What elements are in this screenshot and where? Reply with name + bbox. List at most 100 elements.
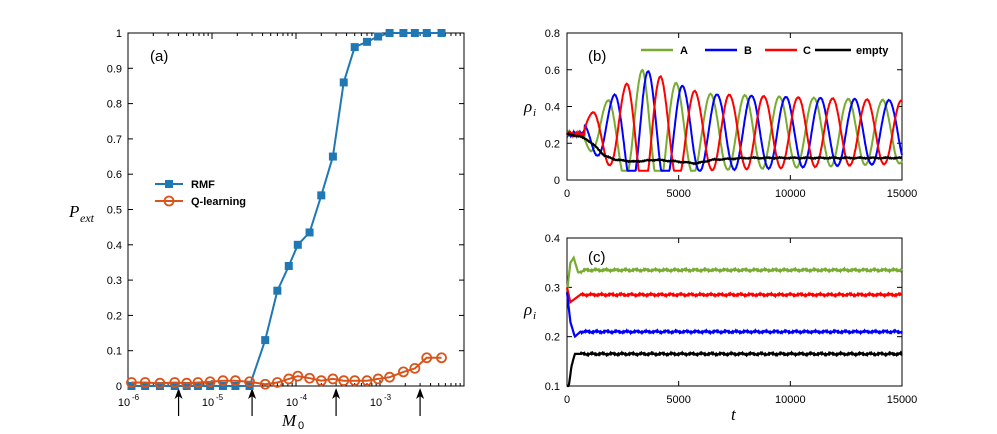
panel-c-series-empty	[567, 350, 903, 388]
qlearning-point	[154, 377, 166, 389]
rmf-point	[328, 152, 337, 161]
panel-b-series-c	[566, 74, 903, 172]
rmf-point	[127, 382, 136, 390]
panel-b-xtick-label: 0	[564, 188, 570, 200]
legend-rmf-label: RMF	[191, 179, 215, 191]
panel-a-xtick-exp: -6	[132, 393, 140, 402]
qlearning-point	[409, 362, 421, 374]
panel-a-ytick-label: 0.3	[107, 275, 122, 287]
rmf-point	[410, 29, 419, 37]
panel-a-axes-box	[127, 32, 465, 387]
panel-a-xtick-base: 10	[118, 397, 130, 409]
panel-b-ytick-label: 0.4	[545, 102, 560, 114]
legend-qlearning-label: Q-learning	[191, 196, 246, 208]
panel-a-ytick-label: 0.6	[107, 169, 122, 181]
panel-c-ylabel: ρ i	[523, 300, 536, 322]
panel-a-xtick-base: 10	[370, 397, 382, 409]
rmf-point	[261, 336, 270, 345]
qlearning-point	[338, 375, 350, 387]
rmf-point	[170, 382, 179, 390]
rmf-point	[374, 32, 383, 41]
panel-b-series-empty	[566, 132, 903, 166]
panel-a-ytick-label: 0.1	[107, 346, 122, 358]
panel-a-arrow-head	[174, 388, 183, 399]
panel-a-arrow-head	[332, 388, 341, 399]
panel-c-xtick-label: 10000	[775, 394, 806, 406]
panel-a-ytick-label: 0.8	[107, 99, 122, 111]
legend-qlearning-marker	[163, 195, 175, 207]
rmf-point	[339, 78, 348, 87]
qlearning-point	[244, 376, 255, 388]
qlearning-point	[217, 375, 229, 387]
qlearning-point	[139, 377, 151, 388]
panel-a-xlabel: M 0	[281, 411, 304, 432]
rmf-point	[193, 382, 202, 390]
panel-c-series-a	[565, 255, 903, 293]
rmf-point	[399, 29, 408, 37]
panel-b-xtick-label: 15000	[887, 188, 918, 200]
qlearning-point	[192, 377, 204, 388]
qlearning-point	[259, 378, 271, 390]
panel-c-ytick-label: 0.2	[545, 332, 560, 344]
rmf-point	[305, 228, 314, 237]
qlearning-point	[315, 375, 327, 387]
svg-text:i: i	[533, 310, 536, 322]
qlearning-point	[372, 373, 384, 385]
panel-a-xtick-exp: -3	[384, 393, 392, 402]
panel-a-xtick-label: 10 -4	[286, 393, 308, 409]
qlearning-point	[292, 370, 304, 382]
qlearning-point	[181, 377, 193, 389]
panel-a-ytick-label: 0.9	[107, 63, 122, 75]
panel-c-series-c	[565, 287, 903, 305]
legend-C-label: C	[803, 45, 811, 57]
qlearning-point	[271, 377, 283, 388]
qlearning-point	[436, 352, 447, 364]
panel-b: 0 0.2 0.4 0.6 0.8 0 5000 10000 15000 (b) ρ i A B…	[523, 28, 917, 200]
panel-a-ytick-label: 0.2	[107, 310, 122, 322]
svg-text:ρ: ρ	[523, 97, 532, 116]
panel-c-xtick-label: 15000	[887, 394, 918, 406]
series-line-rmf	[131, 32, 442, 387]
panel-a-label: (a)	[150, 48, 168, 65]
panel-b-xtick-label: 10000	[775, 188, 806, 200]
qlearning-point	[169, 377, 181, 388]
panel-b-xtick-label: 5000	[666, 188, 690, 200]
rmf-point	[422, 29, 431, 37]
svg-text:M: M	[281, 411, 297, 430]
rmf-point	[273, 286, 282, 295]
rmf-point	[284, 261, 293, 270]
panel-a-ylabel: P ext	[68, 202, 95, 225]
panel-c-label: (c)	[588, 249, 606, 266]
panel-c-xtick-label: 5000	[666, 394, 690, 406]
rmf-point	[350, 43, 359, 52]
panel-b-series-a	[566, 68, 903, 172]
panel-b-series-b	[566, 70, 903, 172]
panel-c-axes-box	[566, 237, 903, 387]
panel-a-ytick-label: 1	[116, 28, 122, 40]
panel-a-arrow-head	[248, 388, 257, 399]
panel-c-xlabel: t	[731, 405, 737, 424]
panel-a-ytick-label: 0.4	[107, 240, 122, 252]
panel-b-ytick-label: 0.2	[545, 138, 560, 150]
legend-B-label: B	[744, 45, 752, 57]
rmf-point	[155, 382, 164, 390]
qlearning-point	[421, 352, 433, 364]
qlearning-point	[126, 377, 137, 388]
qlearning-point	[361, 375, 373, 387]
panel-a-ytick-label: 0.5	[107, 205, 122, 217]
panel-c-xtick-label: 0	[564, 394, 570, 406]
panel-b-ytick-label: 0	[554, 175, 560, 187]
qlearning-point	[398, 366, 409, 378]
legend-empty-label: empty	[856, 45, 889, 57]
panel-a-arrow-head	[416, 388, 425, 399]
panel-a-xtick-base: 10	[286, 397, 298, 409]
svg-text:P: P	[68, 202, 79, 221]
panel-a-xtick-exp: -5	[216, 393, 224, 402]
rmf-point	[141, 382, 150, 390]
qlearning-point	[384, 371, 395, 383]
qlearning-point	[327, 373, 339, 385]
rmf-point	[437, 29, 446, 37]
rmf-point	[293, 240, 302, 249]
panel-b-ytick-label: 0.6	[545, 65, 560, 77]
